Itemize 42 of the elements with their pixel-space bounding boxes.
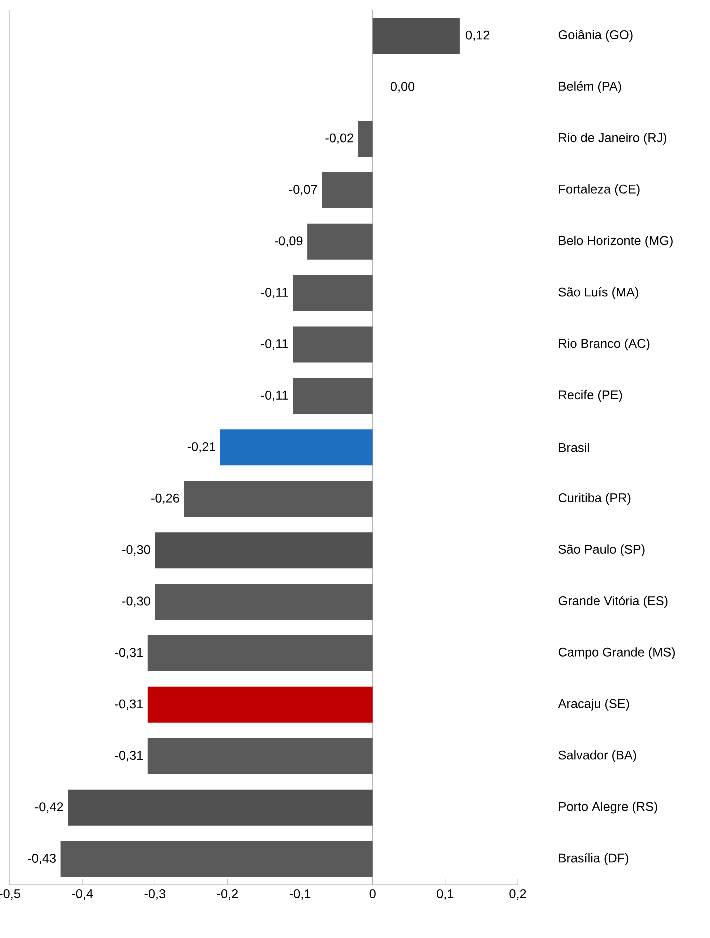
y-tick-label: São Luís (MA)	[558, 287, 638, 300]
data-label: -0,21	[188, 442, 216, 453]
y-tick-label: Porto Alegre (RS)	[559, 802, 658, 814]
y-tick-label: Goiânia (GO)	[558, 30, 633, 42]
x-tick-label: 0,1	[437, 890, 454, 900]
y-tick-label: Brasil	[559, 443, 590, 452]
data-label: 0,12	[466, 30, 490, 42]
data-label: 0,00	[390, 82, 415, 93]
x-tick-label: 0,2	[510, 890, 526, 900]
data-label: -0,26	[152, 494, 180, 504]
x-tick-label: -0,2	[217, 890, 238, 900]
y-tick-label: Recife (PE)	[559, 390, 622, 402]
x-tick-label: -0,3	[144, 890, 166, 900]
data-label: -0,30	[122, 545, 150, 556]
y-tick-label: Campo Grande (MS)	[558, 648, 676, 660]
x-tick-label: 0	[370, 890, 376, 898]
x-tick-label: -0,1	[290, 890, 311, 900]
data-label: -0,11	[261, 390, 288, 402]
data-label: -0,07	[289, 185, 318, 196]
data-label: -0,02	[326, 134, 354, 144]
y-tick-label: Salvador (BA)	[558, 750, 636, 762]
data-label: -0,31	[115, 751, 143, 762]
data-label: -0,31	[115, 700, 143, 710]
y-tick-label: Brasília (DF)	[559, 853, 629, 866]
data-label: -0,11	[261, 288, 288, 299]
y-tick-label: Belo Horizonte (MG)	[559, 236, 673, 248]
y-tick-label: Belém (PA)	[559, 82, 622, 94]
y-tick-label: São Paulo (SP)	[558, 544, 645, 556]
data-label: -0,30	[122, 596, 150, 608]
x-tick-label: -0,5	[0, 890, 20, 900]
y-tick-label: Curitiba (PR)	[558, 493, 631, 506]
data-label: -0,43	[28, 854, 56, 865]
data-label: -0,31	[115, 648, 143, 659]
data-label: -0,11	[261, 340, 288, 350]
y-tick-label: Rio de Janeiro (RJ)	[559, 133, 667, 145]
y-tick-label: Rio Branco (AC)	[559, 338, 650, 351]
data-label: -0,09	[274, 236, 303, 248]
x-tick-label: -0,4	[72, 890, 94, 900]
data-label: -0,42	[35, 802, 64, 814]
y-tick-label: Aracaju (SE)	[558, 699, 630, 711]
y-tick-label: Grande Vitória (ES)	[558, 596, 668, 608]
y-tick-label: Fortaleza (CE)	[559, 184, 640, 196]
